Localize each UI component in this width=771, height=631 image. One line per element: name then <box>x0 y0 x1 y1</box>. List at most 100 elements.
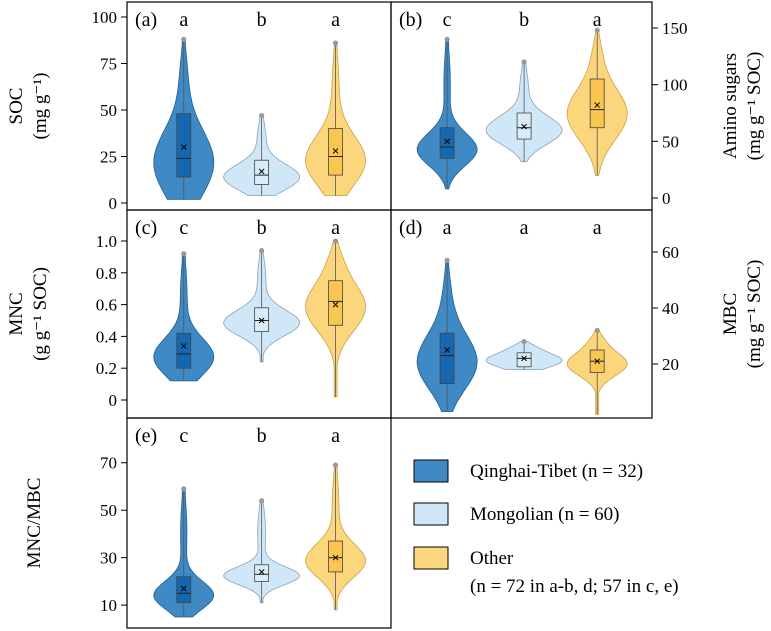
mean-marker <box>444 347 450 353</box>
legend-label: Mongolian (n = 60) <box>470 504 620 525</box>
mean-marker <box>444 138 450 145</box>
y-tick-label: 150 <box>662 19 688 38</box>
y-tick-label: 0 <box>109 194 118 213</box>
iqr-box <box>439 332 455 385</box>
significance-letter: a <box>443 217 452 239</box>
mean-marker <box>521 355 527 362</box>
panel-frame <box>390 209 653 419</box>
y-axis-title-line: (mg g⁻¹) <box>30 73 51 140</box>
y-axis-title-line: MBC <box>720 293 741 335</box>
y-axis-title: MNC/MBC <box>24 478 45 569</box>
outlier-point <box>521 339 527 345</box>
significance-letter: a <box>331 217 340 239</box>
mean-marker <box>332 148 339 154</box>
y-axis-title-line: MNC <box>6 292 27 335</box>
iqr-box <box>589 78 605 129</box>
outlier-point <box>594 27 600 33</box>
y-axis-title-line: (g g⁻¹ SOC) <box>30 267 51 361</box>
y-tick-label: 30 <box>100 549 117 568</box>
legend-label: Qinghai-Tibet (n = 32) <box>470 461 643 482</box>
iqr-box <box>439 127 455 159</box>
significance-letter: a <box>179 9 188 31</box>
significance-letter: a <box>331 9 340 31</box>
iqr-box <box>254 159 270 185</box>
y-tick-label: 50 <box>100 501 117 520</box>
iqr-box <box>328 540 343 573</box>
y-tick-label: 60 <box>662 243 679 262</box>
y-tick-label: 20 <box>662 355 679 374</box>
outlier-point <box>444 257 450 263</box>
iqr-box <box>254 307 270 333</box>
panel-label: (a) <box>135 9 157 31</box>
mean-marker <box>594 102 601 108</box>
legend-swatch <box>413 459 449 483</box>
significance-letter: b <box>519 9 529 31</box>
mean-marker <box>594 358 601 365</box>
mean-marker <box>180 144 187 151</box>
significance-letter: a <box>593 217 602 239</box>
outlier-point <box>332 238 339 244</box>
panel-label: (e) <box>135 425 157 447</box>
y-tick-label: 10 <box>100 596 117 615</box>
panel-label: (b) <box>399 9 422 31</box>
iqr-box <box>176 576 192 604</box>
y-tick-label: 40 <box>662 299 679 318</box>
outlier-point <box>444 36 450 42</box>
y-tick-label: 50 <box>662 132 679 151</box>
iqr-box <box>328 128 343 176</box>
y-tick-label: 100 <box>662 76 688 95</box>
legend-swatch <box>413 546 449 570</box>
significance-letter: c <box>443 9 452 31</box>
outlier-point <box>259 498 265 504</box>
y-tick-label: 0.6 <box>96 296 117 315</box>
y-axis-title-line: Amino sugars <box>720 53 741 159</box>
panel-label: (d) <box>399 217 422 239</box>
y-tick-label: 25 <box>100 148 117 167</box>
mean-marker <box>332 301 339 308</box>
outlier-point <box>259 247 265 254</box>
significance-letter: b <box>257 425 267 447</box>
legend-note: (n = 72 in a-b, d; 57 in c, e) <box>470 576 679 597</box>
outlier-point <box>521 59 527 65</box>
outlier-point <box>332 40 339 46</box>
significance-letter: a <box>593 9 602 31</box>
y-tick-label: 75 <box>100 55 117 74</box>
panel-label: (c) <box>135 217 157 239</box>
outlier-point <box>181 36 187 42</box>
y-axis-title-line: SOC <box>6 88 27 125</box>
y-tick-label: 50 <box>100 101 117 120</box>
outlier-point <box>181 486 187 492</box>
legend-label: Other <box>470 548 514 569</box>
y-tick-label: 1.0 <box>96 232 117 251</box>
y-axis-title-line: MNC/MBC <box>24 478 45 569</box>
y-tick-label: 100 <box>92 8 118 27</box>
outlier-point <box>332 462 339 468</box>
significance-letter: b <box>257 9 267 31</box>
mean-marker <box>258 317 265 324</box>
significance-letter: c <box>179 425 188 447</box>
mean-marker <box>180 585 187 592</box>
outlier-point <box>259 112 265 119</box>
y-axis-title: SOC (mg g⁻¹) <box>6 73 51 140</box>
y-axis-title: Amino sugars (mg g⁻¹ SOC) <box>720 52 765 161</box>
y-tick-label: 70 <box>100 454 117 473</box>
y-axis-title: MNC (g g⁻¹ SOC) <box>6 267 51 361</box>
significance-letter: b <box>257 217 267 239</box>
y-tick-label: 0.4 <box>96 327 118 346</box>
y-tick-label: 0.2 <box>96 359 117 378</box>
mean-marker <box>258 168 265 175</box>
y-axis-title-line: (mg g⁻¹ SOC) <box>744 260 765 369</box>
iqr-box <box>176 332 192 369</box>
y-axis-title-line: (mg g⁻¹ SOC) <box>744 52 765 161</box>
significance-letter: c <box>179 217 188 239</box>
iqr-box <box>516 352 532 368</box>
y-tick-label: 0.8 <box>96 264 117 283</box>
y-tick-label: 0 <box>109 391 118 410</box>
mean-marker <box>258 569 265 575</box>
mean-marker <box>332 554 339 561</box>
y-axis-title: MBC (mg g⁻¹ SOC) <box>720 260 765 369</box>
significance-letter: a <box>520 217 529 239</box>
mean-marker <box>180 343 187 349</box>
significance-letter: a <box>331 425 340 447</box>
